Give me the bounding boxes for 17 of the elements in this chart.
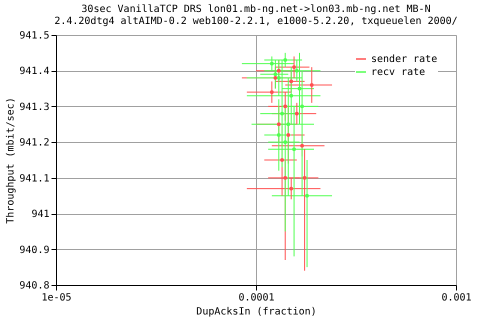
y-tick-label: 941.4: [19, 66, 50, 78]
x-tick-label: 0.0001: [238, 292, 275, 304]
x-tick-label: 0.001: [441, 292, 472, 304]
x-tick-label: 1e-05: [41, 292, 72, 304]
legend-label: sender rate: [371, 54, 438, 65]
x-axis-title: DupAcksIn (fraction): [196, 306, 317, 318]
y-tick-label: 940.9: [19, 244, 50, 256]
y-tick-label: 941.2: [19, 138, 50, 149]
y-tick-label: 941.3: [19, 102, 50, 113]
text: 2.4.20dtg4 altAIMD-0.2 web100-2.2.1, e1000-5.2.20, txqueuelen 2000/: [54, 16, 458, 27]
y-tick-label: 940.8: [19, 280, 50, 292]
y-tick-label: 941.1: [19, 173, 50, 184]
legend-label: recv rate: [371, 67, 426, 78]
y-tick-label: 941.5: [19, 30, 50, 42]
y-tick-label: 941: [31, 209, 50, 220]
text: 30sec VanillaTCP DRS lon01.mb-ng.net->lon03.mb-ng.net MB-N: [81, 4, 431, 15]
y-axis-title: Throughput (mbit/sec): [5, 97, 16, 224]
